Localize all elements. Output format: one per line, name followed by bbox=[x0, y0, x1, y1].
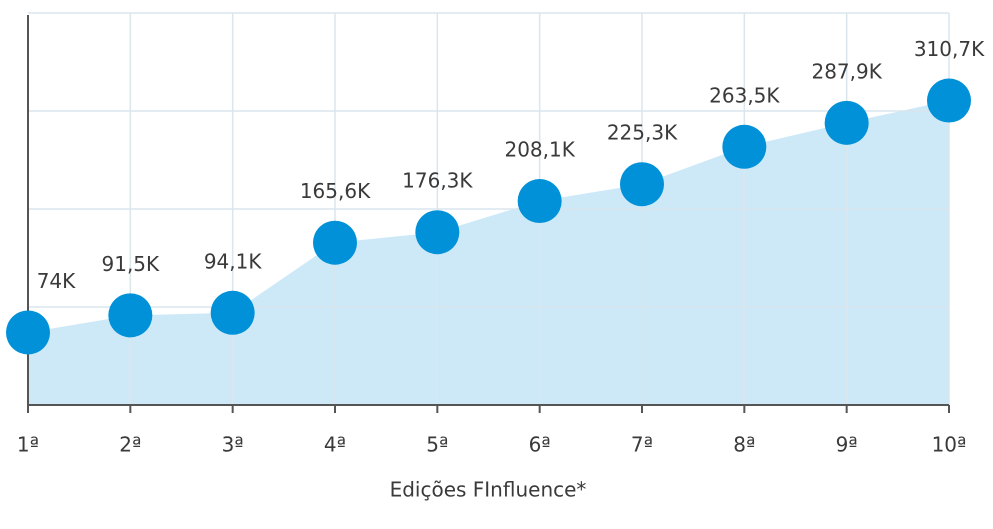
data-label: 263,5K bbox=[709, 83, 780, 107]
x-tick-label: 6ª bbox=[529, 433, 551, 457]
data-label: 94,1K bbox=[204, 249, 263, 273]
point bbox=[313, 220, 357, 265]
x-tick-label: 8ª bbox=[733, 433, 755, 457]
x-axis-label: Edições FInfluence* bbox=[390, 478, 587, 502]
point bbox=[824, 100, 869, 145]
data-label: 225,3K bbox=[607, 121, 678, 145]
point bbox=[927, 78, 971, 123]
x-tick-label: 9ª bbox=[836, 433, 858, 457]
x-tick-label: 10ª bbox=[932, 433, 967, 457]
point bbox=[108, 293, 153, 338]
point bbox=[6, 310, 50, 355]
x-tick-label: 5ª bbox=[426, 433, 448, 457]
data-label: 74K bbox=[37, 269, 76, 293]
x-tick-label: 2ª bbox=[119, 433, 141, 457]
x-tick-label: 1ª bbox=[17, 433, 39, 457]
x-tick-label: 4ª bbox=[324, 433, 346, 457]
data-label: 208,1K bbox=[504, 138, 575, 162]
point bbox=[722, 124, 767, 169]
data-label: 310,7K bbox=[914, 37, 985, 61]
data-label: 165,6K bbox=[300, 179, 371, 203]
point bbox=[620, 162, 664, 207]
data-label: 91,5K bbox=[102, 252, 161, 276]
area bbox=[28, 100, 949, 405]
point bbox=[517, 179, 562, 224]
x-tick-label: 3ª bbox=[222, 433, 244, 457]
x-tick-label: 7ª bbox=[631, 433, 653, 457]
data-label: 287,9K bbox=[811, 59, 882, 83]
data-label: 176,3K bbox=[402, 169, 473, 193]
point bbox=[210, 290, 255, 335]
point bbox=[415, 210, 460, 255]
